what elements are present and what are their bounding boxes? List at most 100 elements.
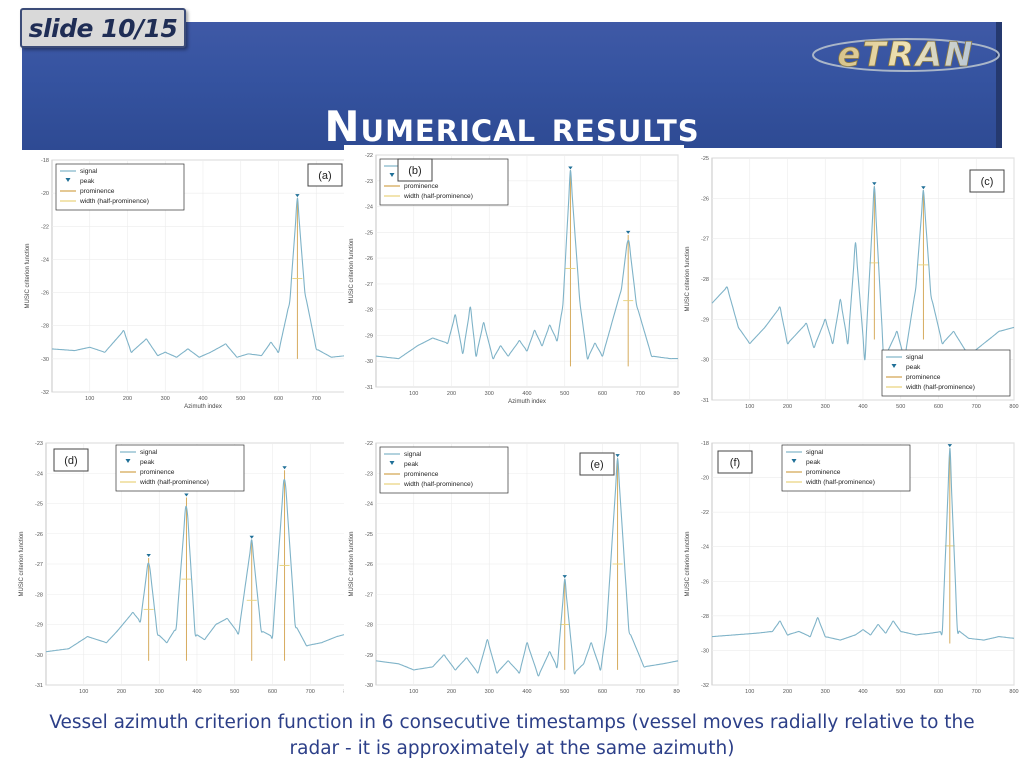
y-tick-label: -31	[701, 398, 709, 404]
signal-line	[711, 185, 1015, 362]
chart-panel-e: 100 200 300 400 500 600 700 800 -22 -23 -24 -25 -26 -…	[344, 433, 684, 705]
signal-line	[711, 447, 1015, 641]
legend-box	[55, 163, 185, 211]
x-tick-label: 700	[312, 396, 321, 402]
x-tick-label: 400	[522, 689, 531, 695]
y-tick-label: -26	[41, 291, 49, 297]
y-tick-label: -26	[701, 579, 709, 585]
peak-marker	[282, 466, 287, 470]
chart-panel-c: 100 200 300 400 500 600 700 800 -25 -26 -27 -28 -29 -…	[680, 148, 1020, 420]
x-tick-label: 700	[636, 391, 645, 397]
signal-line	[45, 478, 349, 653]
y-axis-label: MUSIC criterion function	[25, 243, 31, 308]
legend-label: signal	[806, 449, 824, 456]
y-tick-label: -32	[701, 683, 709, 689]
peak-marker	[872, 182, 877, 186]
x-tick-label: 400	[192, 689, 201, 695]
x-tick-label: 200	[447, 689, 456, 695]
y-tick-label: -20	[41, 191, 49, 197]
legend-peak-swatch	[389, 173, 395, 177]
y-tick-label: -18	[701, 441, 709, 447]
chart-svg: 100 200 300 400 500 600 700 800 -22 -23 -24 -25 -26 -…	[349, 153, 683, 405]
chart-svg: 100200300400500600700800-18-20-22-24-26-…	[25, 158, 359, 410]
x-tick-label: 500	[236, 396, 245, 402]
chart-legend: signal peak prominence width (half-prominen…	[781, 444, 911, 492]
chart-panel-f: 100 200 300 400 500 600 700 800 -18 -20 -22 -24 -26 -…	[680, 433, 1020, 705]
x-tick-label: 300	[485, 689, 494, 695]
x-tick-label: 100	[409, 689, 418, 695]
y-axis-label: MUSIC criterion function	[349, 238, 355, 303]
y-tick-label: -23	[35, 441, 43, 447]
legend-peak-swatch	[65, 178, 71, 182]
x-tick-label: 700	[972, 404, 981, 410]
chart-legend: signal peak prominence width (half-prominen…	[115, 444, 245, 492]
panel-label: (d)	[64, 455, 77, 467]
slide-number-badge: slide 10/15	[20, 8, 186, 48]
x-tick-label: 500	[230, 689, 239, 695]
y-tick-label: -28	[35, 592, 43, 598]
legend-label: peak	[404, 461, 419, 468]
x-tick-label: 500	[560, 689, 569, 695]
legend-label: width (half-prominence)	[403, 481, 473, 488]
y-tick-label: -24	[365, 205, 373, 211]
legend-label: width (half-prominence)	[905, 384, 975, 391]
legend-label: width (half-prominence)	[79, 198, 149, 205]
y-tick-label: -18	[41, 158, 49, 164]
legend-box	[881, 349, 1011, 397]
legend-box	[781, 444, 911, 492]
y-tick-label: -26	[365, 256, 373, 262]
panel-label-frame	[717, 450, 753, 474]
x-tick-label: 500	[896, 689, 905, 695]
x-tick-label: 500	[560, 391, 569, 397]
peak-marker	[947, 444, 953, 448]
x-tick-label: 300	[161, 396, 170, 402]
peak-marker	[921, 186, 926, 190]
x-tick-label: 400	[858, 404, 867, 410]
y-tick-label: -29	[35, 623, 43, 629]
panel-label-box: (d)	[53, 448, 89, 472]
y-tick-label: -30	[701, 358, 709, 364]
x-tick-label: 600	[598, 391, 607, 397]
legend-label: width (half-prominence)	[403, 193, 473, 200]
x-tick-label: 400	[522, 391, 531, 397]
x-tick-label: 800	[1009, 404, 1018, 410]
y-tick-label: -30	[41, 357, 49, 363]
legend-label: prominence	[806, 469, 841, 476]
y-tick-label: -27	[365, 282, 373, 288]
y-axis-label: MUSIC criterion function	[19, 531, 25, 596]
legend-label: prominence	[80, 188, 115, 195]
y-tick-label: -27	[701, 237, 709, 243]
signal-line	[375, 169, 678, 360]
y-tick-label: -27	[35, 562, 43, 568]
panel-label-box: (a)	[307, 163, 343, 187]
x-tick-label: 200	[123, 396, 132, 402]
chart-panel-a: 100200300400500600700800-18-20-22-24-26-…	[20, 150, 360, 422]
legend-peak-swatch	[791, 459, 797, 463]
x-tick-label: 200	[783, 689, 792, 695]
x-tick-label: 600	[598, 689, 607, 695]
y-tick-label: -28	[701, 614, 709, 620]
y-axis-label: MUSIC criterion function	[349, 531, 355, 596]
chart-legend: signal peak prominence width (half-prominen…	[881, 349, 1011, 397]
y-tick-label: -30	[35, 653, 43, 659]
y-tick-label: -26	[35, 532, 43, 538]
panel-label: (e)	[590, 459, 603, 471]
legend-label: prominence	[404, 471, 439, 478]
x-tick-label: 800	[673, 689, 682, 695]
slide-number-text: slide 10/15	[28, 13, 178, 43]
y-tick-label: -30	[701, 648, 709, 654]
x-tick-label: 300	[155, 689, 164, 695]
peak-marker	[615, 454, 620, 458]
x-tick-label: 600	[268, 689, 277, 695]
panel-label: (b)	[408, 165, 421, 177]
y-tick-label: -28	[365, 308, 373, 314]
y-tick-label: -32	[41, 390, 49, 396]
chart-panel-b: 100 200 300 400 500 600 700 800 -22 -23 -24 -25 -26 -…	[344, 145, 684, 417]
chart-svg: 100200300400500600700800-23-24-25-26-27-…	[19, 441, 353, 695]
legend-label: peak	[806, 459, 821, 466]
panel-label-box: (f)	[717, 450, 753, 474]
y-tick-label: -20	[701, 476, 709, 482]
x-tick-label: 100	[85, 396, 94, 402]
x-tick-label: 100	[745, 689, 754, 695]
